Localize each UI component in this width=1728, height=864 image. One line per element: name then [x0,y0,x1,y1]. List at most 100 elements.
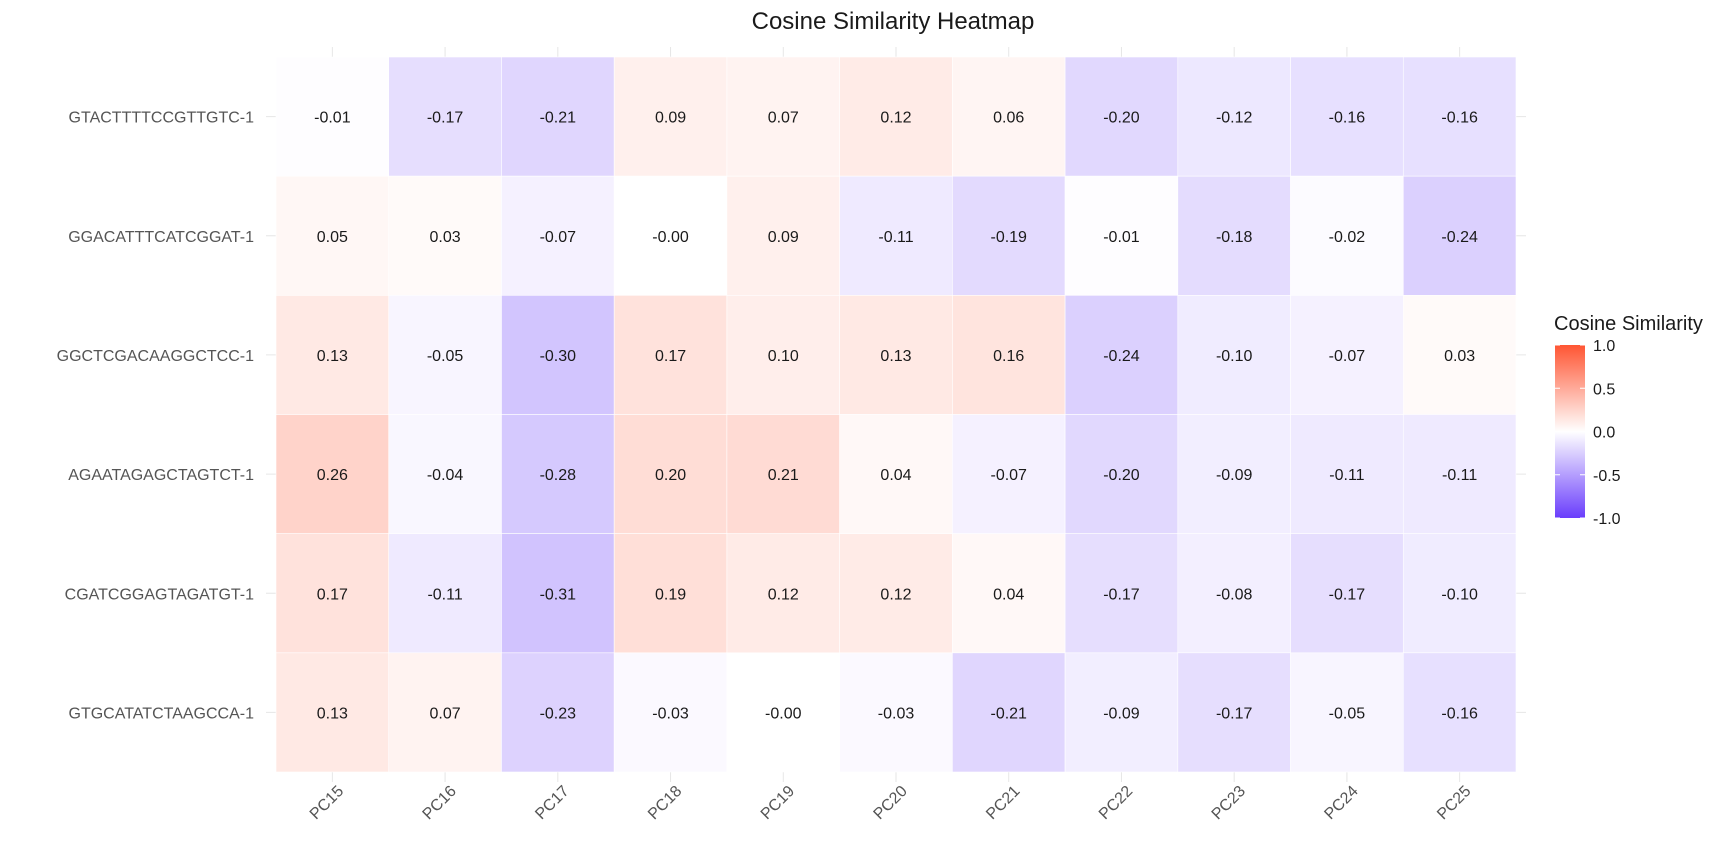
chart-title: Cosine Similarity Heatmap [752,8,1035,35]
x-tick-label: PC23 [1209,783,1249,823]
cell-value-label: -0.10 [1441,586,1478,603]
heatmap-cell [275,56,390,177]
heatmap-cell [839,533,953,654]
cell-value-label: -0.24 [1441,229,1478,246]
cell-value-label: -0.08 [1216,586,1253,603]
cell-value-label: 0.17 [655,348,686,365]
cell-value-label: -0.09 [1216,467,1253,484]
cell-value-label: -0.17 [1216,705,1253,722]
heatmap-cell [726,295,840,415]
cell-value-label: -0.16 [1441,705,1478,722]
y-tick-label: AGAATAGAGCTAGTCT-1 [68,467,254,484]
cell-value-label: -0.00 [652,229,689,246]
heatmap-cell [952,533,1066,654]
heatmap-cell [1064,414,1179,534]
cell-value-label: -0.11 [1442,467,1477,484]
cell-value-label: 0.16 [993,348,1024,365]
heatmap-cell [275,652,390,773]
cell-value-label: -0.05 [1329,705,1366,722]
heatmap-cell [1177,414,1291,534]
x-tick-label: PC16 [420,783,460,823]
legend-tick-label: 0.0 [1593,425,1615,442]
heatmap-cell [839,175,953,296]
heatmap-cell [1402,533,1517,654]
cell-value-label: -0.10 [1216,348,1253,365]
heatmap-cell [1290,295,1404,415]
cell-value-label: 0.12 [880,586,911,603]
x-tick-label: PC24 [1321,783,1361,823]
cell-value-label: 0.26 [317,467,348,484]
cell-value-label: 0.06 [993,110,1024,127]
cell-value-label: 0.12 [768,586,799,603]
cell-value-label: 0.13 [880,348,911,365]
heatmap-cell [1177,175,1291,296]
heatmap-cell [613,652,728,773]
heatmap-cell [388,295,502,415]
cell-value-label: -0.17 [1329,586,1366,603]
heatmap-cell [501,652,615,773]
cell-value-label: -0.02 [1329,229,1366,246]
y-tick-label: GGACATTTCATCGGAT-1 [68,229,254,246]
heatmap-cell [275,533,390,654]
cell-value-label: -0.03 [652,705,689,722]
cell-value-label: -0.07 [540,229,577,246]
heatmap-cell [388,414,502,534]
heatmap-cell [1290,652,1404,773]
cell-value-label: -0.07 [1329,348,1366,365]
cell-value-label: 0.05 [317,229,348,246]
heatmap-cell [952,295,1066,415]
heatmap-cell [1064,533,1179,654]
cell-value-label: 0.09 [768,229,799,246]
heatmap-cell [501,56,615,177]
heatmap-cell [1402,652,1517,773]
heatmap-cell [388,175,502,296]
legend-tick-label: 1.0 [1593,338,1615,355]
heatmap-cell [1064,56,1179,177]
cell-value-label: 0.07 [430,705,461,722]
heatmap-cell [501,175,615,296]
cell-value-label: -0.19 [990,229,1027,246]
x-tick-label: PC19 [758,783,798,823]
heatmap-cell [275,414,390,534]
cell-value-label: -0.30 [540,348,577,365]
heatmap-cell [1402,295,1517,415]
heatmap-cell [1402,56,1517,177]
cell-value-label: -0.16 [1329,110,1366,127]
legend-tick-label: 0.5 [1593,381,1615,398]
heatmap-cell [388,533,502,654]
x-tick-label: PC25 [1434,783,1474,823]
cell-value-label: -0.21 [540,110,577,127]
heatmap-cell [839,56,953,177]
heatmap-cell [1177,295,1291,415]
heatmap-cell [613,533,728,654]
heatmap-cell [613,175,728,296]
x-axis-tick-labels: PC15 PC16 PC17 PC18 PC19 PC20 PC21 PC22 PC23 PC24… [307,783,1475,823]
heatmap-cell [388,652,502,773]
cell-value-label: -0.18 [1216,229,1253,246]
y-tick-label: CGATCGGAGTAGATGT-1 [65,586,254,603]
cell-value-label: -0.07 [990,467,1027,484]
cell-value-label: 0.07 [768,110,799,127]
heatmap-cell [1402,175,1517,296]
cell-value-label: 0.04 [880,467,911,484]
heatmap-cell [501,414,615,534]
cell-value-label: -0.17 [1103,586,1140,603]
heatmap-cell [952,414,1066,534]
x-tick-label: PC22 [1096,783,1136,823]
cell-value-label: -0.04 [427,467,464,484]
cell-value-label: -0.12 [1216,110,1253,127]
heatmap-cell [1177,652,1291,773]
cell-value-label: 0.13 [317,348,348,365]
cell-value-label: 0.10 [768,348,799,365]
heatmap-cell [952,56,1066,177]
heatmap-cell [726,533,840,654]
heatmap-cell [1290,175,1404,296]
heatmap-cell [1064,175,1179,296]
cell-value-label: -0.24 [1103,348,1140,365]
heatmap-cell [1064,295,1179,415]
legend-tick-label: -0.5 [1593,468,1621,485]
cell-value-label: 0.04 [993,586,1024,603]
heatmap-cell [726,414,840,534]
cell-value-label: -0.16 [1441,110,1478,127]
